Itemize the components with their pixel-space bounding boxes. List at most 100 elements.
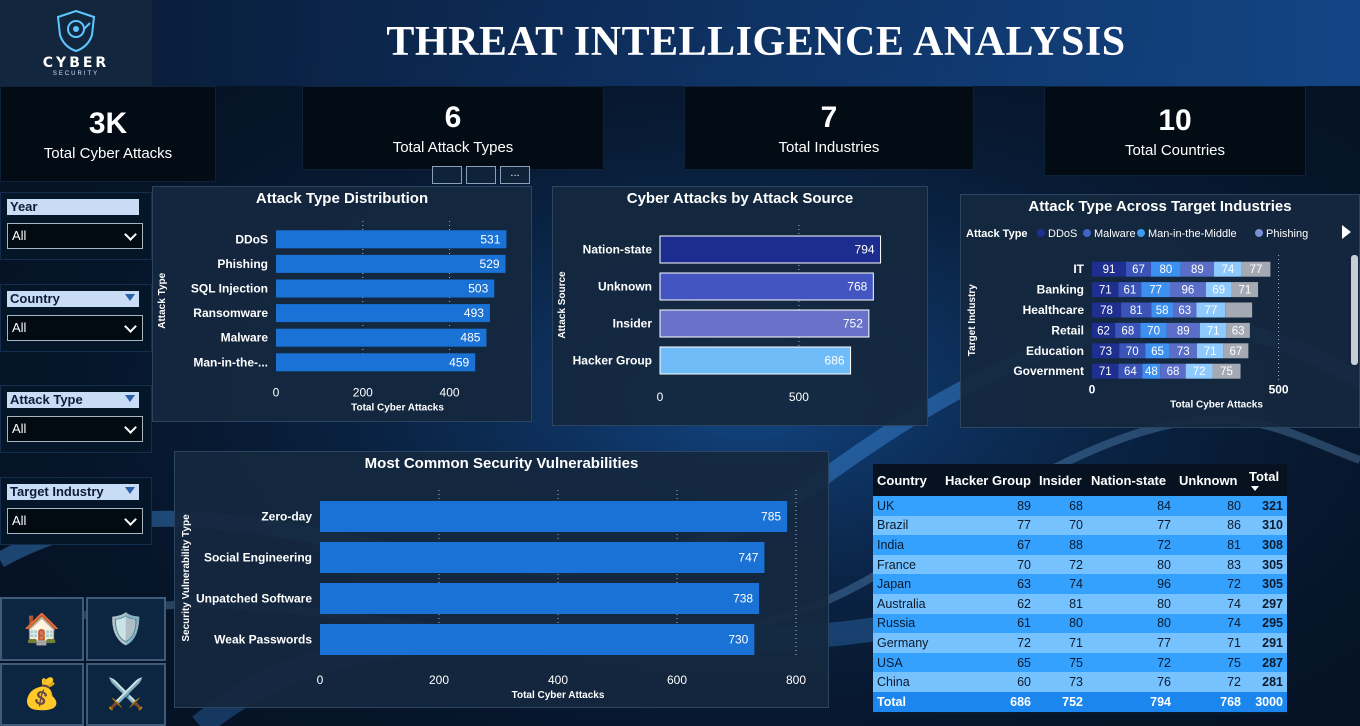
attacks-by-source-chart: Cyber Attacks by Attack Source 0 500 Natio… (552, 186, 928, 426)
segment-label: 62 (1097, 325, 1110, 337)
cell-country: Japan (873, 574, 941, 594)
table-row[interactable]: India 67 88 72 81 308 (873, 535, 1287, 555)
table-row[interactable]: UK 89 68 84 80 321 (873, 496, 1287, 516)
cell-unknown: 80 (1175, 496, 1245, 516)
kpi-card-total-industries: 7 Total Industries (684, 86, 974, 170)
table-row[interactable]: Japan 63 74 96 72 305 (873, 574, 1287, 594)
category-label: Man-in-the-... (193, 355, 268, 369)
stack-segment (1172, 302, 1197, 318)
cell-total: 297 (1245, 593, 1287, 614)
segment-label: 89 (1191, 264, 1204, 276)
x-tick-label: 0 (657, 390, 664, 404)
bar-malware (276, 328, 487, 347)
segment-label: 61 (1123, 285, 1136, 297)
cell-nation-state: 80 (1087, 613, 1175, 634)
column-header-insider[interactable]: Insider (1035, 464, 1087, 496)
table-row[interactable]: Australia 62 81 80 74 297 (873, 593, 1287, 614)
x-tick-label: 200 (429, 673, 449, 687)
column-header-country[interactable]: Country (873, 464, 941, 496)
legend-next-arrow-icon[interactable] (1342, 225, 1351, 239)
table-row[interactable]: USA 65 75 72 75 287 (873, 652, 1287, 673)
table-row[interactable]: Brazil 77 70 77 86 310 (873, 515, 1287, 536)
stack-segment (1150, 261, 1181, 277)
category-label: Unknown (598, 280, 652, 294)
cell-hacker-group: 63 (941, 574, 1035, 594)
stack-segment (1092, 343, 1120, 359)
segment-label: 77 (1250, 264, 1263, 276)
country-dropdown[interactable]: All (7, 315, 143, 341)
caret-down-icon[interactable] (125, 487, 135, 494)
vertical-scrollbar[interactable] (1351, 255, 1358, 365)
data-label: 529 (480, 257, 500, 271)
cell-unknown: 74 (1175, 613, 1245, 634)
table-row[interactable]: Germany 72 71 77 71 291 (873, 633, 1287, 653)
finance-nav-button[interactable]: 💰 (0, 663, 84, 726)
cell-total: 308 (1245, 535, 1287, 555)
home-nav-button[interactable]: 🏠 (0, 597, 84, 661)
attack-nav-button[interactable]: ⚔️ (86, 663, 166, 726)
table-row[interactable]: Russia 61 80 80 74 295 (873, 613, 1287, 634)
segment-label: 48 (1145, 366, 1158, 378)
column-header-unknown[interactable]: Unknown (1175, 464, 1245, 496)
x-axis-title: Total Cyber Attacks (351, 403, 444, 414)
kpi-value: 10 (1158, 103, 1192, 137)
crossed-swords-icon: ⚔️ (107, 678, 145, 711)
more-options-icon[interactable]: ... (500, 166, 530, 184)
segment-label: 81 (1130, 305, 1143, 317)
stack-segment (1121, 302, 1152, 318)
focus-mode-icon[interactable] (466, 166, 496, 184)
column-header-total[interactable]: Total (1245, 464, 1287, 496)
column-header-nation-state[interactable]: Nation-state (1087, 464, 1175, 496)
table-row[interactable]: France 70 72 80 83 305 (873, 554, 1287, 575)
cell-insider: 75 (1035, 652, 1087, 673)
stack-segment (1169, 343, 1197, 359)
stack-segment (1092, 261, 1126, 277)
stack-segment (1125, 261, 1151, 277)
cell-country: France (873, 554, 941, 575)
stack-segment (1205, 282, 1232, 298)
target-industry-dropdown[interactable]: All (7, 508, 143, 534)
year-dropdown[interactable]: All (7, 223, 143, 249)
segment-label: 58 (1156, 305, 1169, 317)
segment-label: 67 (1229, 346, 1242, 358)
cell-total: 291 (1245, 633, 1287, 653)
table-total-row: Total 686 752 794 768 3000 (873, 691, 1287, 712)
cell-insider: 71 (1035, 633, 1087, 653)
category-label: Education (1026, 344, 1084, 358)
segment-label: 73 (1099, 346, 1112, 358)
cell-country: Australia (873, 593, 941, 614)
bar-man-in-the- (276, 353, 476, 372)
table-header-row: Country Hacker Group Insider Nation-stat… (873, 464, 1287, 496)
category-label: DDoS (235, 232, 268, 246)
table-row[interactable]: China 60 73 76 72 281 (873, 672, 1287, 692)
header-bar (0, 0, 1360, 86)
kpi-value: 3K (88, 106, 128, 140)
stack-segment (1226, 322, 1250, 338)
segment-label: 67 (1132, 264, 1145, 276)
security-nav-button[interactable]: 🛡️ (86, 597, 166, 661)
cell-total: 287 (1245, 652, 1287, 673)
attack-type-bar-svg: 0 200 400 DDoS 531 Phishing 529 SQL Injection 50… (157, 221, 507, 414)
filter-icon[interactable] (432, 166, 462, 184)
cell-total: 310 (1245, 515, 1287, 536)
sort-descending-icon (1251, 486, 1259, 491)
slicer-attack-type: Attack Type All (0, 385, 152, 453)
total-nation-state: 794 (1087, 691, 1175, 712)
stack-segment (1118, 363, 1143, 379)
cell-nation-state: 96 (1087, 574, 1175, 594)
stack-segment (1199, 322, 1227, 338)
cell-country: Russia (873, 613, 941, 634)
y-axis-title: Security Vulnerability Type (181, 514, 192, 642)
kpi-label: Total Attack Types (392, 138, 514, 156)
slicer-title: Attack Type (7, 392, 139, 408)
cell-nation-state: 76 (1087, 672, 1175, 692)
caret-down-icon[interactable] (125, 294, 135, 301)
caret-down-icon[interactable] (125, 395, 135, 402)
segment-label: 70 (1147, 325, 1160, 337)
attack-type-dropdown[interactable]: All (7, 416, 143, 442)
cell-unknown: 81 (1175, 535, 1245, 555)
column-header-hacker-group[interactable]: Hacker Group (941, 464, 1035, 496)
grand-total: 3000 (1245, 691, 1287, 712)
stack-segment (1241, 261, 1271, 277)
x-tick-label: 0 (317, 673, 324, 687)
